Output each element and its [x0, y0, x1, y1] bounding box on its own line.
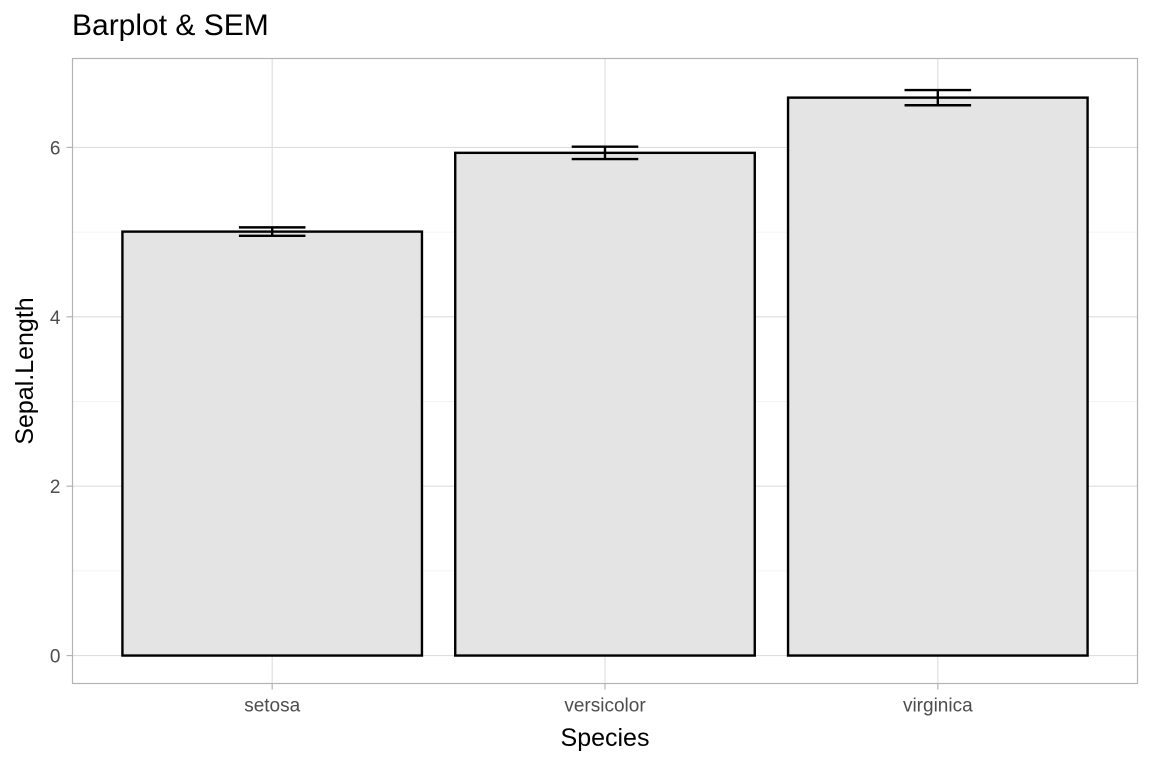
- error-bar-group: [238, 88, 972, 238]
- y-tick-label: 6: [50, 138, 61, 159]
- chart-title: Barplot & SEM: [72, 9, 269, 42]
- error-bar-versicolor: [571, 145, 639, 161]
- x-tick-label-setosa: setosa: [244, 696, 300, 717]
- x-tick-label-versicolor: versicolor: [564, 696, 646, 717]
- bar-group: [121, 96, 1089, 657]
- x-axis-title: Species: [561, 724, 650, 752]
- y-axis-title: Sepal.Length: [11, 297, 39, 444]
- x-axis: setosa versicolor virginica: [244, 683, 973, 717]
- y-tick-label: 4: [50, 308, 61, 329]
- y-tick-label: 2: [50, 477, 61, 498]
- bar-versicolor: [454, 151, 756, 657]
- bar-setosa: [121, 230, 424, 657]
- y-tick-label: 0: [50, 647, 61, 668]
- bar-virginica: [786, 96, 1089, 657]
- y-axis: 0 2 4 6: [50, 138, 73, 668]
- error-bar-virginica: [904, 88, 972, 107]
- error-bar-setosa: [238, 226, 306, 238]
- x-tick-label-virginica: virginica: [903, 696, 973, 717]
